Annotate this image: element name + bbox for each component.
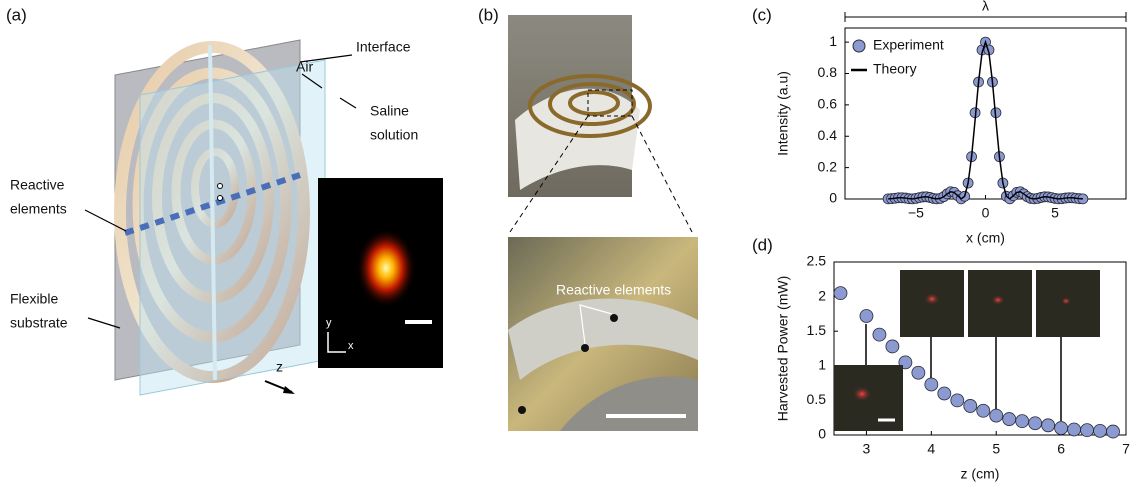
x-axis-label: x (cm) [966, 230, 1005, 246]
photo [508, 15, 698, 431]
label: solution [370, 127, 418, 143]
data-point [859, 309, 874, 323]
data-point [1015, 414, 1030, 429]
chart: 3 4 5 6 7 0 0.5 1 1.5 2 2.5 z (cm) Harvested Power (… [775, 253, 1130, 482]
y-tick-label: 0 [818, 426, 826, 442]
label: x [348, 340, 354, 352]
x-tick-label: −5 [908, 205, 924, 221]
data-point [1054, 421, 1069, 435]
data-point [989, 408, 1004, 423]
data-point [950, 393, 965, 408]
panel-label: (c) [752, 5, 772, 24]
panel-label: (d) [752, 235, 773, 254]
panel-label: (b) [478, 5, 499, 24]
y-tick-label: 0.4 [818, 127, 838, 143]
y-tick-label: 2 [818, 287, 826, 303]
x-axis-label: z (cm) [961, 466, 1000, 482]
y-tick-label: 0 [829, 190, 837, 206]
label: Interface [356, 39, 411, 55]
legend-label: Experiment [873, 37, 944, 53]
data-point [937, 386, 952, 401]
label: Reactive [10, 177, 65, 193]
legend-marker [852, 39, 866, 53]
label: Air [296, 59, 313, 75]
inset-images [834, 270, 1100, 431]
chart: −5 0 5 0 0.2 0.4 0.6 0.8 1 x (cm) Intensity (a.u) λ… [775, 0, 1127, 246]
x-tick-label: 3 [863, 441, 871, 457]
label: y [326, 317, 332, 329]
data-point [1002, 412, 1017, 426]
y-tick-label: 0.2 [818, 158, 838, 174]
y-tick-label: 0.8 [818, 64, 838, 80]
data-point [833, 286, 848, 301]
y-tick-label: 1.5 [807, 322, 827, 338]
data-point [911, 365, 926, 380]
y-axis-label: Harvested Power (mW) [775, 276, 791, 421]
data-point [924, 377, 939, 392]
y-tick-label: 0.6 [818, 96, 838, 112]
y-tick-label: 1 [829, 33, 837, 49]
x-tick-label: 7 [1122, 441, 1130, 457]
data-point [1028, 416, 1043, 431]
x-tick-label: 4 [927, 441, 935, 457]
x-tick-label: 0 [982, 205, 990, 221]
panel-label: (a) [6, 5, 27, 24]
data-point [885, 339, 900, 354]
plot-frame [833, 261, 1127, 436]
label: Flexible [10, 291, 58, 307]
label: substrate [10, 315, 68, 331]
data-point [1067, 422, 1081, 437]
x-tick-label: 5 [1051, 205, 1059, 221]
data-point [976, 403, 991, 418]
data-point [1041, 418, 1056, 433]
data-point [963, 399, 978, 413]
y-tick-label: 1 [818, 357, 826, 373]
y-tick-label: 0.5 [807, 391, 827, 407]
data-point [1093, 423, 1107, 438]
y-tick-label: 2.5 [807, 253, 827, 269]
label: Saline [370, 103, 409, 119]
label: elements [10, 201, 67, 217]
annotation: λ [982, 0, 989, 14]
x-tick-label: 5 [992, 441, 1000, 457]
data-point [1080, 423, 1094, 438]
y-axis-label: Intensity (a.u) [775, 71, 791, 156]
theory-line [888, 39, 1083, 200]
label: z [276, 359, 283, 375]
data-point [1106, 424, 1120, 439]
illustration [84, 39, 443, 396]
legend-label: Theory [873, 61, 917, 77]
label: Reactive elements [556, 282, 671, 298]
data-point [872, 327, 887, 342]
x-tick-label: 6 [1057, 441, 1065, 457]
